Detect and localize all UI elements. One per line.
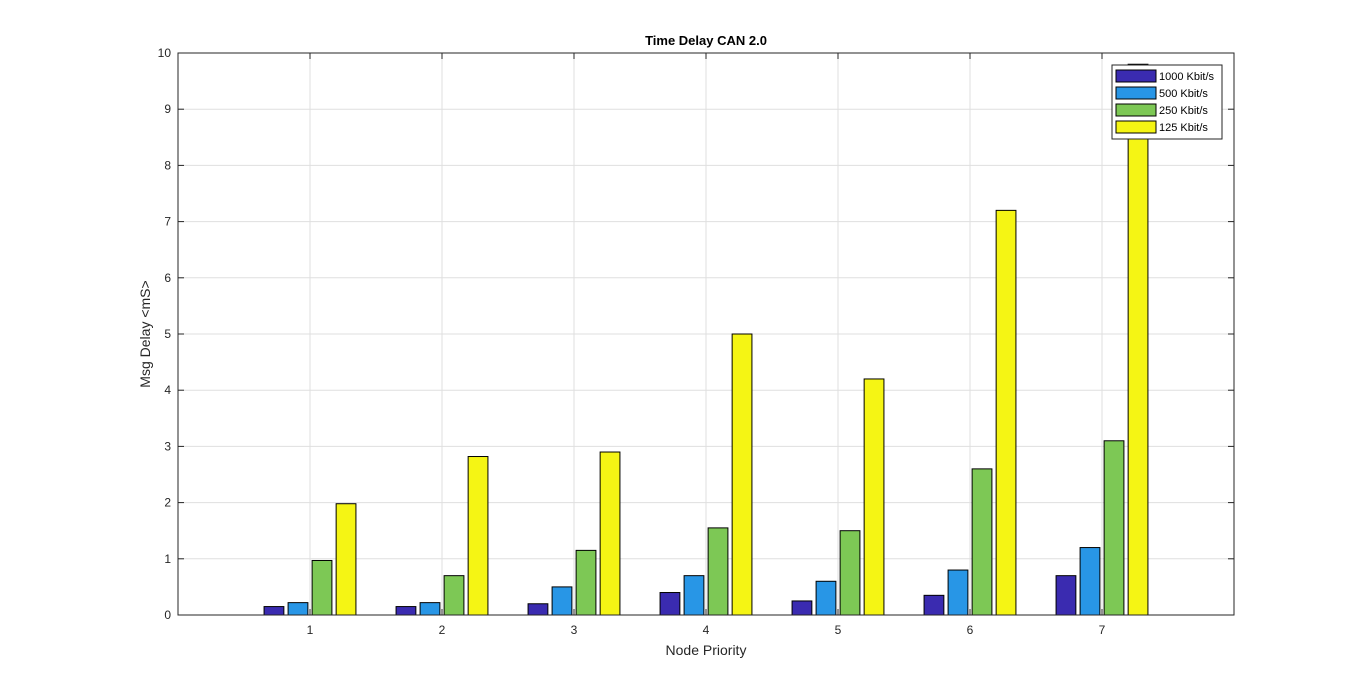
bar [995, 209, 1017, 616]
bar [791, 600, 813, 616]
bar [419, 602, 441, 616]
bar [1127, 63, 1149, 616]
y-tick-label: 7 [164, 215, 171, 229]
legend-swatch [1115, 103, 1157, 117]
legend-swatch [1115, 69, 1157, 83]
y-tick-label: 8 [164, 158, 171, 172]
bar [335, 503, 357, 616]
legend-label: 500 Kbit/s [1159, 88, 1208, 100]
legend: 1000 Kbit/s 500 Kbit/s 250 Kbit/s 125 Kbit/… [1111, 64, 1223, 140]
bar [527, 603, 549, 616]
bar [263, 606, 285, 616]
bar [395, 606, 417, 616]
bar [1079, 547, 1101, 616]
bar [1055, 575, 1077, 616]
legend-label: 250 Kbit/s [1159, 105, 1208, 117]
legend-swatch [1115, 120, 1157, 134]
x-tick-label: 5 [835, 623, 842, 637]
bar [575, 549, 597, 616]
bar [947, 569, 969, 616]
y-tick-label: 4 [164, 383, 171, 397]
bar [731, 333, 753, 616]
bar [971, 468, 993, 616]
x-tick-label: 6 [967, 623, 974, 637]
bar [815, 580, 837, 616]
bar [923, 594, 945, 616]
bar [863, 378, 885, 616]
legend-label: 1000 Kbit/s [1159, 71, 1215, 83]
ticks: 0 1 2 3 4 5 6 7 8 9 10 1 2 3 4 5 6 7 [158, 46, 1234, 637]
legend-swatch [1115, 86, 1157, 100]
x-axis-label: Node Priority [666, 642, 747, 658]
y-axis-label: Msg Delay <mS> [137, 280, 153, 387]
bar [1103, 440, 1125, 616]
bar [467, 456, 489, 616]
bar [311, 559, 333, 616]
grid [178, 52, 1234, 616]
chart-title: Time Delay CAN 2.0 [645, 33, 767, 48]
x-tick-label: 4 [703, 623, 710, 637]
bars [263, 63, 1149, 616]
y-tick-label: 9 [164, 102, 171, 116]
y-tick-label: 5 [164, 327, 171, 341]
bar [551, 586, 573, 616]
y-tick-label: 0 [164, 608, 171, 622]
bar [707, 527, 729, 616]
bar [659, 592, 681, 616]
bar [599, 451, 621, 616]
x-tick-label: 2 [439, 623, 446, 637]
y-tick-label: 2 [164, 496, 171, 510]
bar [683, 575, 705, 616]
x-tick-label: 3 [571, 623, 578, 637]
y-tick-label: 1 [164, 552, 171, 566]
y-tick-label: 6 [164, 271, 171, 285]
x-tick-label: 1 [307, 623, 314, 637]
bar [287, 602, 309, 616]
y-tick-label: 10 [158, 46, 172, 60]
bar [839, 530, 861, 616]
x-tick-label: 7 [1099, 623, 1106, 637]
legend-label: 125 Kbit/s [1159, 122, 1208, 134]
y-tick-label: 3 [164, 439, 171, 453]
bar [443, 575, 465, 616]
